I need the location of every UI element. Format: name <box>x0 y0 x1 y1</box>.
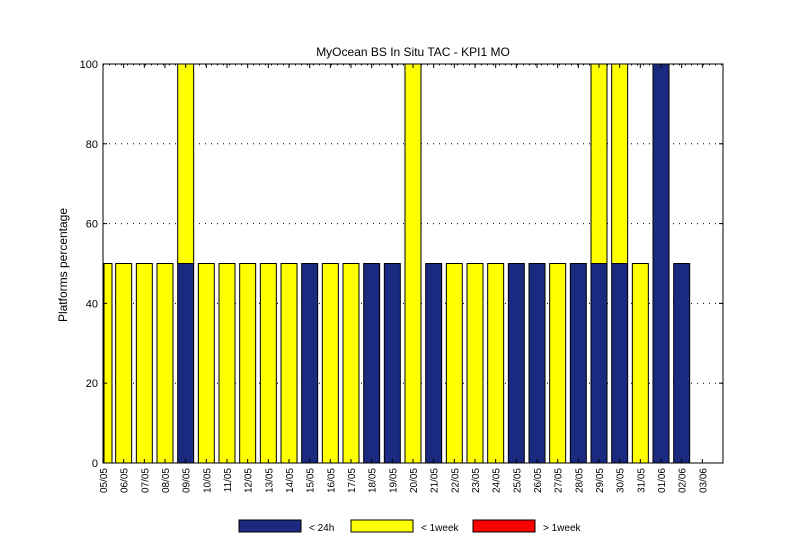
x-tick-label: 08/05 <box>161 468 172 493</box>
bar-segment <box>487 263 505 464</box>
x-tick-label: 11/05 <box>223 468 234 493</box>
chart-title: MyOcean BS In Situ TAC - KPI1 MO <box>316 45 510 59</box>
x-tick-label: 21/05 <box>430 468 441 493</box>
y-tick-label: 20 <box>86 378 98 390</box>
x-tick-label: 28/05 <box>574 468 585 493</box>
bar-segment <box>507 263 525 464</box>
bar-segment <box>115 263 133 464</box>
legend-label: > 1week <box>543 523 582 534</box>
x-tick-label: 27/05 <box>554 468 565 493</box>
bar-segment <box>280 263 298 464</box>
x-tick-label: 09/05 <box>182 468 193 493</box>
x-tick-label: 16/05 <box>326 468 337 493</box>
x-axis-ticks: 05/05 06/05 07/05 08/05 09/05 10/05 11/05 12/05… <box>99 64 709 493</box>
bar-segment <box>197 263 215 464</box>
x-tick-label: 02/06 <box>678 468 689 493</box>
legend-label: < 1week <box>421 523 460 534</box>
bar-segment <box>549 263 567 464</box>
x-tick-label: 17/05 <box>347 468 358 493</box>
bars <box>103 63 691 464</box>
x-tick-label: 13/05 <box>264 468 275 493</box>
bar-segment <box>404 63 422 464</box>
bar-segment <box>425 263 443 464</box>
legend: < 24h < 1week > 1week <box>238 519 582 534</box>
legend-swatch <box>238 519 302 533</box>
bar-segment <box>673 263 691 464</box>
bar-segment <box>218 263 236 464</box>
bar-segment <box>590 63 608 264</box>
x-tick-label: 05/05 <box>99 468 110 493</box>
bar-segment <box>383 263 401 464</box>
bar-segment <box>363 263 381 464</box>
bar-segment <box>590 263 608 464</box>
plot-frame <box>102 63 724 464</box>
bar-segment <box>342 263 360 464</box>
x-tick-label: 06/05 <box>120 468 131 493</box>
bar-segment <box>177 263 195 464</box>
legend-label: < 24h <box>309 523 334 534</box>
y-tick-label: 80 <box>86 139 98 151</box>
x-tick-label: 20/05 <box>409 468 420 493</box>
y-axis-ticks: 0 20 40 60 80 100 <box>80 59 723 470</box>
x-tick-label: 26/05 <box>533 468 544 493</box>
x-tick-label: 07/05 <box>140 468 151 493</box>
x-tick-label: 30/05 <box>616 468 627 493</box>
x-tick-label: 25/05 <box>512 468 523 493</box>
bar-segment <box>652 63 670 464</box>
x-tick-label: 22/05 <box>450 468 461 493</box>
x-tick-label: 31/05 <box>636 468 647 493</box>
bar-segment <box>631 263 649 464</box>
x-tick-label: 19/05 <box>388 468 399 493</box>
bar-segment <box>321 263 339 464</box>
x-tick-label: 23/05 <box>471 468 482 493</box>
y-tick-label: 60 <box>86 219 98 231</box>
bar-segment <box>103 263 113 464</box>
legend-swatch <box>472 519 536 533</box>
y-tick-label: 0 <box>92 458 98 470</box>
bar-segment <box>569 263 587 464</box>
bar-segment <box>301 263 319 464</box>
x-tick-label: 15/05 <box>306 468 317 493</box>
bar-segment <box>259 263 277 464</box>
bar-segment <box>239 263 257 464</box>
y-axis-label: Platforms percentage <box>56 208 70 322</box>
x-tick-label: 18/05 <box>368 468 379 493</box>
bar-segment <box>611 263 629 464</box>
bar-segment <box>445 263 463 464</box>
x-tick-label: 24/05 <box>492 468 503 493</box>
x-tick-label: 01/06 <box>657 468 668 493</box>
bar-segment <box>177 63 195 264</box>
bar-segment <box>466 263 484 464</box>
bar-segment <box>156 263 174 464</box>
x-tick-label: 29/05 <box>595 468 606 493</box>
y-tick-label: 40 <box>86 298 98 310</box>
x-tick-label: 03/06 <box>698 468 709 493</box>
y-tick-label: 100 <box>80 59 98 71</box>
x-tick-label: 12/05 <box>244 468 255 493</box>
bar-segment <box>611 63 629 264</box>
bar-segment <box>528 263 546 464</box>
bar-segment <box>135 263 153 464</box>
legend-swatch <box>350 519 414 533</box>
x-tick-label: 14/05 <box>285 468 296 493</box>
x-tick-label: 10/05 <box>202 468 213 493</box>
